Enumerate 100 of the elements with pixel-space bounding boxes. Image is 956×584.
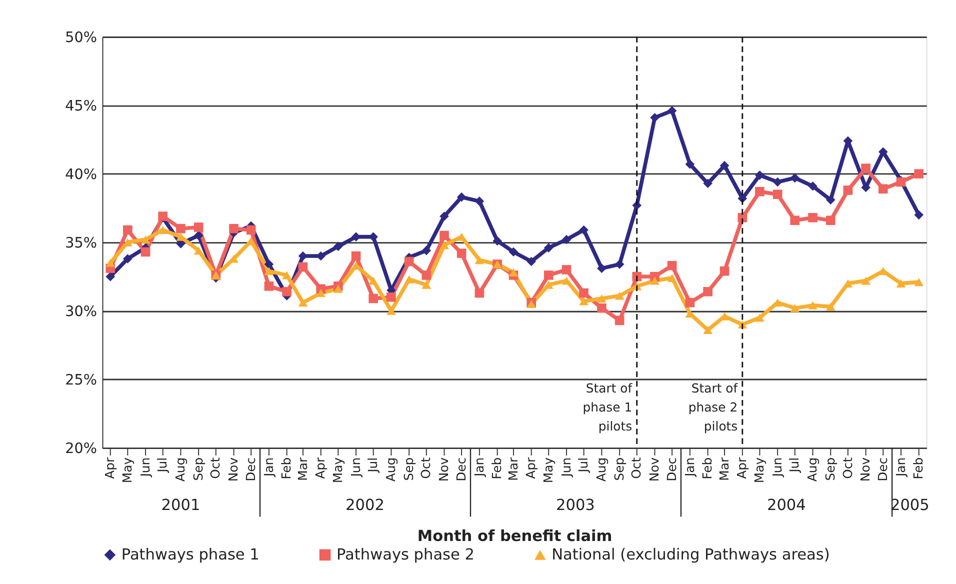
- x-tick-label: Sep: [822, 457, 838, 481]
- point: [772, 190, 782, 200]
- x-tick-label: Mar: [505, 456, 520, 481]
- x-tick-label: May: [330, 457, 345, 484]
- point: [650, 112, 660, 122]
- x-tick-label: May: [752, 457, 767, 484]
- legend-label: National (excluding Pathways areas): [552, 546, 830, 564]
- text: 2001: [161, 496, 200, 514]
- point: [422, 246, 432, 256]
- point: [808, 181, 818, 191]
- point: [808, 212, 818, 222]
- ref-line-label: Start of phase 1 pilots: [582, 380, 633, 434]
- point: [422, 270, 432, 280]
- point: [333, 284, 343, 293]
- point: [878, 147, 888, 157]
- x-tick-label: Jan: [892, 457, 908, 478]
- x-tick-label: Dec: [664, 457, 679, 482]
- legend-label: Pathways phase 2: [336, 546, 475, 564]
- point: [790, 173, 800, 183]
- point: [316, 251, 326, 261]
- x-tick-label: Feb: [700, 457, 715, 480]
- point: [386, 292, 396, 302]
- x-tick-label: Sep: [190, 457, 206, 481]
- x-tick-label: Mar: [294, 456, 310, 481]
- x-tick-label: May: [540, 457, 556, 484]
- x-tick-label: Jun: [558, 457, 574, 478]
- x-tick-label: Apr: [734, 456, 750, 479]
- x-tick-label: Jan: [682, 457, 697, 478]
- x-tick-label: Mar: [716, 456, 732, 481]
- point: [544, 270, 554, 280]
- point: [878, 184, 888, 194]
- point: [703, 178, 712, 188]
- point: [316, 288, 326, 298]
- text: 2005: [890, 496, 930, 514]
- x-tick-label: Oct: [418, 457, 434, 479]
- x-tick-label: Jul: [154, 457, 170, 474]
- text: 2004: [766, 496, 806, 514]
- text: 2002: [346, 496, 384, 514]
- y-tick-label: 30%: [65, 304, 98, 320]
- point: [914, 169, 924, 178]
- y-tick-label: 25%: [65, 372, 98, 389]
- x-tick-label: Feb: [278, 457, 294, 480]
- x-tick-label: Sep: [611, 457, 626, 481]
- point: [176, 224, 186, 234]
- point: [229, 224, 238, 234]
- x-tick-label: Dec: [874, 457, 890, 482]
- point: [422, 280, 432, 289]
- point: [826, 302, 836, 311]
- x-tick-label: Apr: [523, 456, 538, 479]
- y-tick-label: 45%: [65, 98, 98, 115]
- x-tick-label: Jul: [786, 457, 802, 474]
- point: [790, 304, 800, 312]
- x-tick-label: Aug: [383, 457, 398, 482]
- x-tick-label: Aug: [804, 457, 820, 482]
- point: [703, 286, 712, 296]
- point: [333, 242, 343, 252]
- x-tick-label: Oct: [840, 457, 855, 479]
- x-tick-label: Oct: [628, 457, 644, 479]
- point: [282, 286, 292, 296]
- point: [826, 195, 836, 204]
- x-tick-label: Sep: [400, 457, 416, 481]
- x-tick-label: Dec: [453, 457, 468, 482]
- x-tick-label: Jan: [471, 457, 486, 478]
- x-tick-label: May: [119, 457, 134, 484]
- point: [106, 272, 116, 282]
- x-tick-label: Jul: [365, 457, 380, 474]
- x-tick-label: Nov: [436, 457, 452, 482]
- x-tick-label: Feb: [910, 457, 926, 480]
- x-tick-label: Jan: [260, 457, 276, 478]
- point: [738, 212, 748, 222]
- point: [826, 216, 836, 226]
- x-tick-label: Aug: [172, 457, 188, 482]
- x-tick-label: Nov: [646, 457, 662, 482]
- point: [914, 210, 924, 220]
- point: [544, 243, 554, 252]
- x-tick-label: Nov: [858, 457, 873, 482]
- x-tick-label: Jun: [769, 457, 784, 478]
- x-tick-label: Feb: [489, 457, 504, 480]
- x-tick-label: Aug: [594, 457, 609, 482]
- y-tick-label: 40%: [65, 167, 98, 184]
- point: [755, 186, 764, 196]
- y-tick-label: 20%: [65, 441, 98, 458]
- legend-label: Pathways phase 1: [121, 546, 260, 564]
- point: [790, 216, 800, 226]
- x-tick-label: Apr: [102, 456, 118, 479]
- x-tick-label: Jul: [576, 457, 591, 474]
- x-tick-label: Jun: [348, 457, 363, 478]
- y-tick-label: 50%: [65, 30, 98, 46]
- x-tick-label: Nov: [226, 457, 241, 482]
- x-tick-label: Dec: [242, 457, 258, 482]
- x-axis-title: Month of benefit claim: [417, 527, 612, 546]
- x-tick-label: Jun: [137, 457, 152, 478]
- text: 2003: [556, 496, 595, 514]
- x-tick-label: Oct: [208, 457, 223, 479]
- point: [597, 264, 606, 274]
- point: [106, 258, 116, 267]
- x-tick-label: Apr: [312, 456, 328, 479]
- ref-line-label: Start of phase 2 pilots: [688, 380, 738, 434]
- y-tick-label: 35%: [65, 236, 98, 252]
- point: [914, 278, 924, 286]
